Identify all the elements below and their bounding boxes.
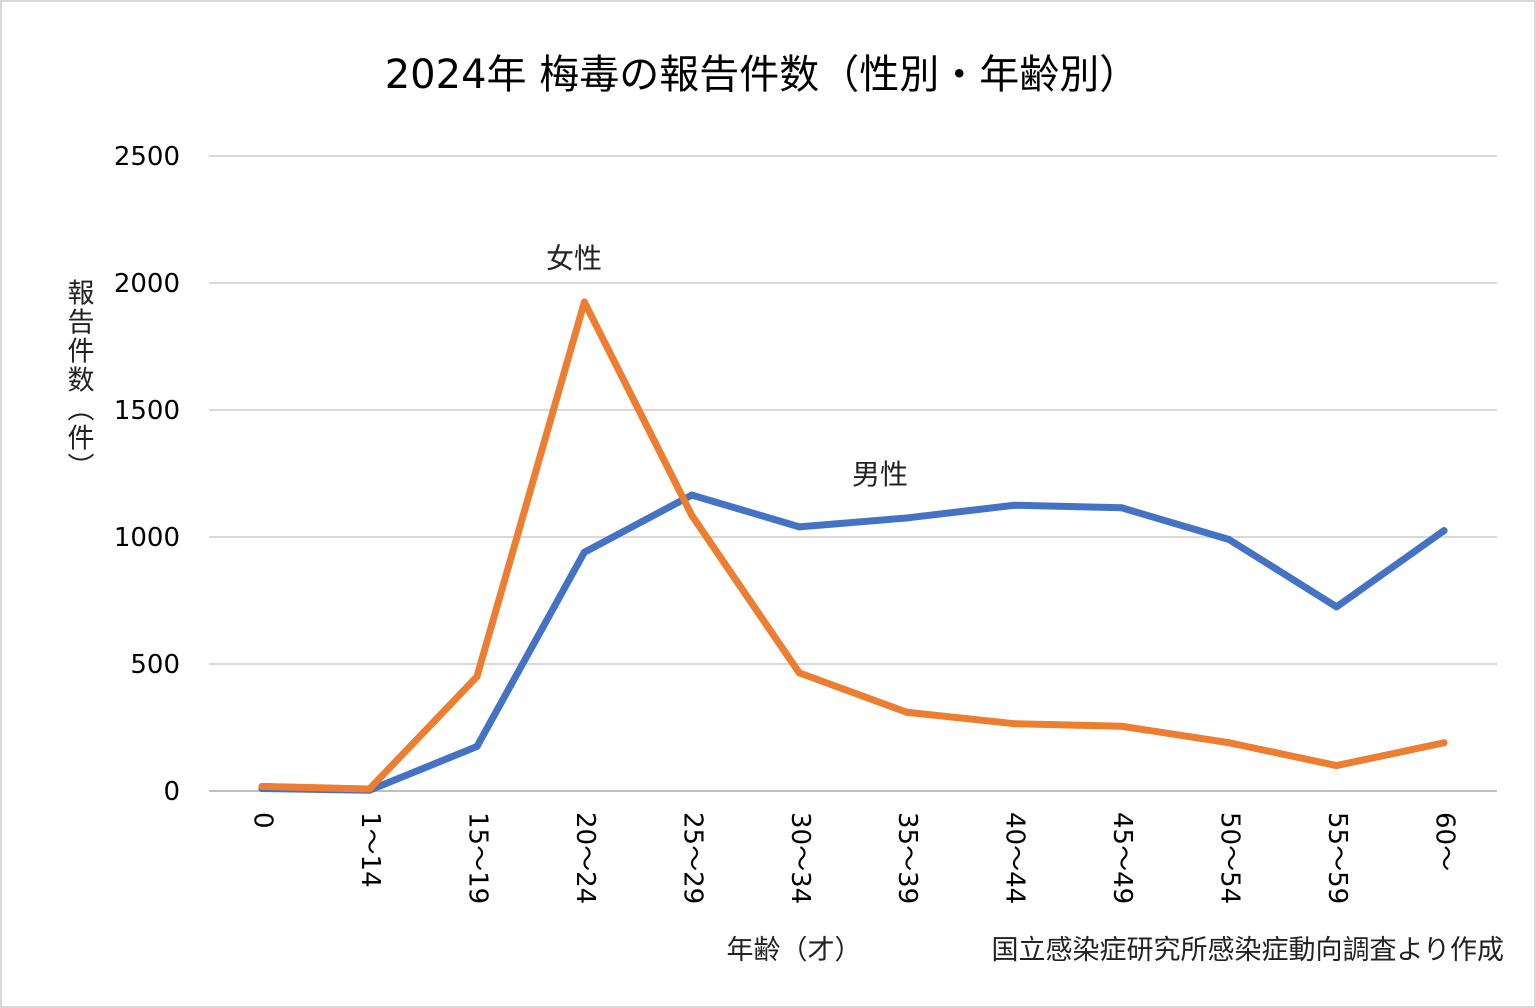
data-point-0-11 [1440,527,1448,535]
data-point-0-3 [580,548,588,556]
data-point-0-8 [1118,504,1126,512]
data-point-1-6 [903,708,911,716]
series-label-0: 男性 [852,458,908,491]
x-tick-label: 55～59 [1322,812,1352,904]
x-tick-label: 40～44 [1000,812,1030,904]
x-tick-label: 30～34 [785,812,815,904]
y-tick-label: 2500 [114,142,180,172]
data-point-0-2 [473,743,481,751]
data-point-0-7 [1010,501,1018,509]
x-tick-label: 35～39 [892,812,922,904]
x-tick-label: 60～ [1430,812,1460,871]
data-point-1-3 [580,298,588,306]
y-axis-ticks: 0 500 1000 1500 2000 2500 [114,142,180,807]
y-tick-label: 1000 [114,523,180,553]
data-point-1-5 [795,669,803,677]
series-label-1: 女性 [546,242,602,275]
data-point-1-2 [473,673,481,681]
series-lines [258,298,1448,794]
data-point-1-1 [365,785,373,793]
gridlines [209,155,1497,792]
data-point-0-4 [688,491,696,499]
x-tick-label: 45～49 [1107,812,1137,904]
series-line-1 [258,298,1448,793]
y-tick-label: 0 [163,777,180,807]
data-point-1-10 [1333,762,1341,770]
series-line-0 [258,491,1448,794]
y-axis-title: 報告件数（件） [63,278,95,481]
x-tick-label: 50～54 [1215,812,1245,904]
chart-title: 2024年 梅毒の報告件数（性別・年齢別） [385,52,1140,98]
data-point-0-6 [903,514,911,522]
source-note: 国立感染症研究所感染症動向調査より作成 [992,935,1504,966]
data-point-0-10 [1333,603,1341,611]
data-point-1-0 [258,782,266,790]
y-tick-label: 1500 [114,396,180,426]
y-tick-label: 2000 [114,269,180,299]
x-tick-label: 1～14 [355,812,385,888]
data-point-1-4 [688,511,696,519]
x-tick-label: 0 [248,812,278,829]
y-tick-label: 500 [130,650,180,680]
data-point-1-8 [1118,722,1126,730]
data-point-1-9 [1225,739,1233,747]
data-point-1-11 [1440,739,1448,747]
x-tick-label: 20～24 [570,812,600,904]
series-annotations: 男性 女性 [546,242,908,491]
x-tick-label: 25～29 [677,812,707,904]
x-axis-ticks: 0 1～14 15～19 20～24 25～29 30～34 35～39 40～44 45～49… [248,812,1460,904]
data-point-0-5 [795,523,803,531]
data-point-0-9 [1225,536,1233,544]
data-point-1-7 [1010,720,1018,728]
x-tick-label: 15～19 [462,812,492,904]
x-axis-title: 年齢（才） [727,935,862,966]
